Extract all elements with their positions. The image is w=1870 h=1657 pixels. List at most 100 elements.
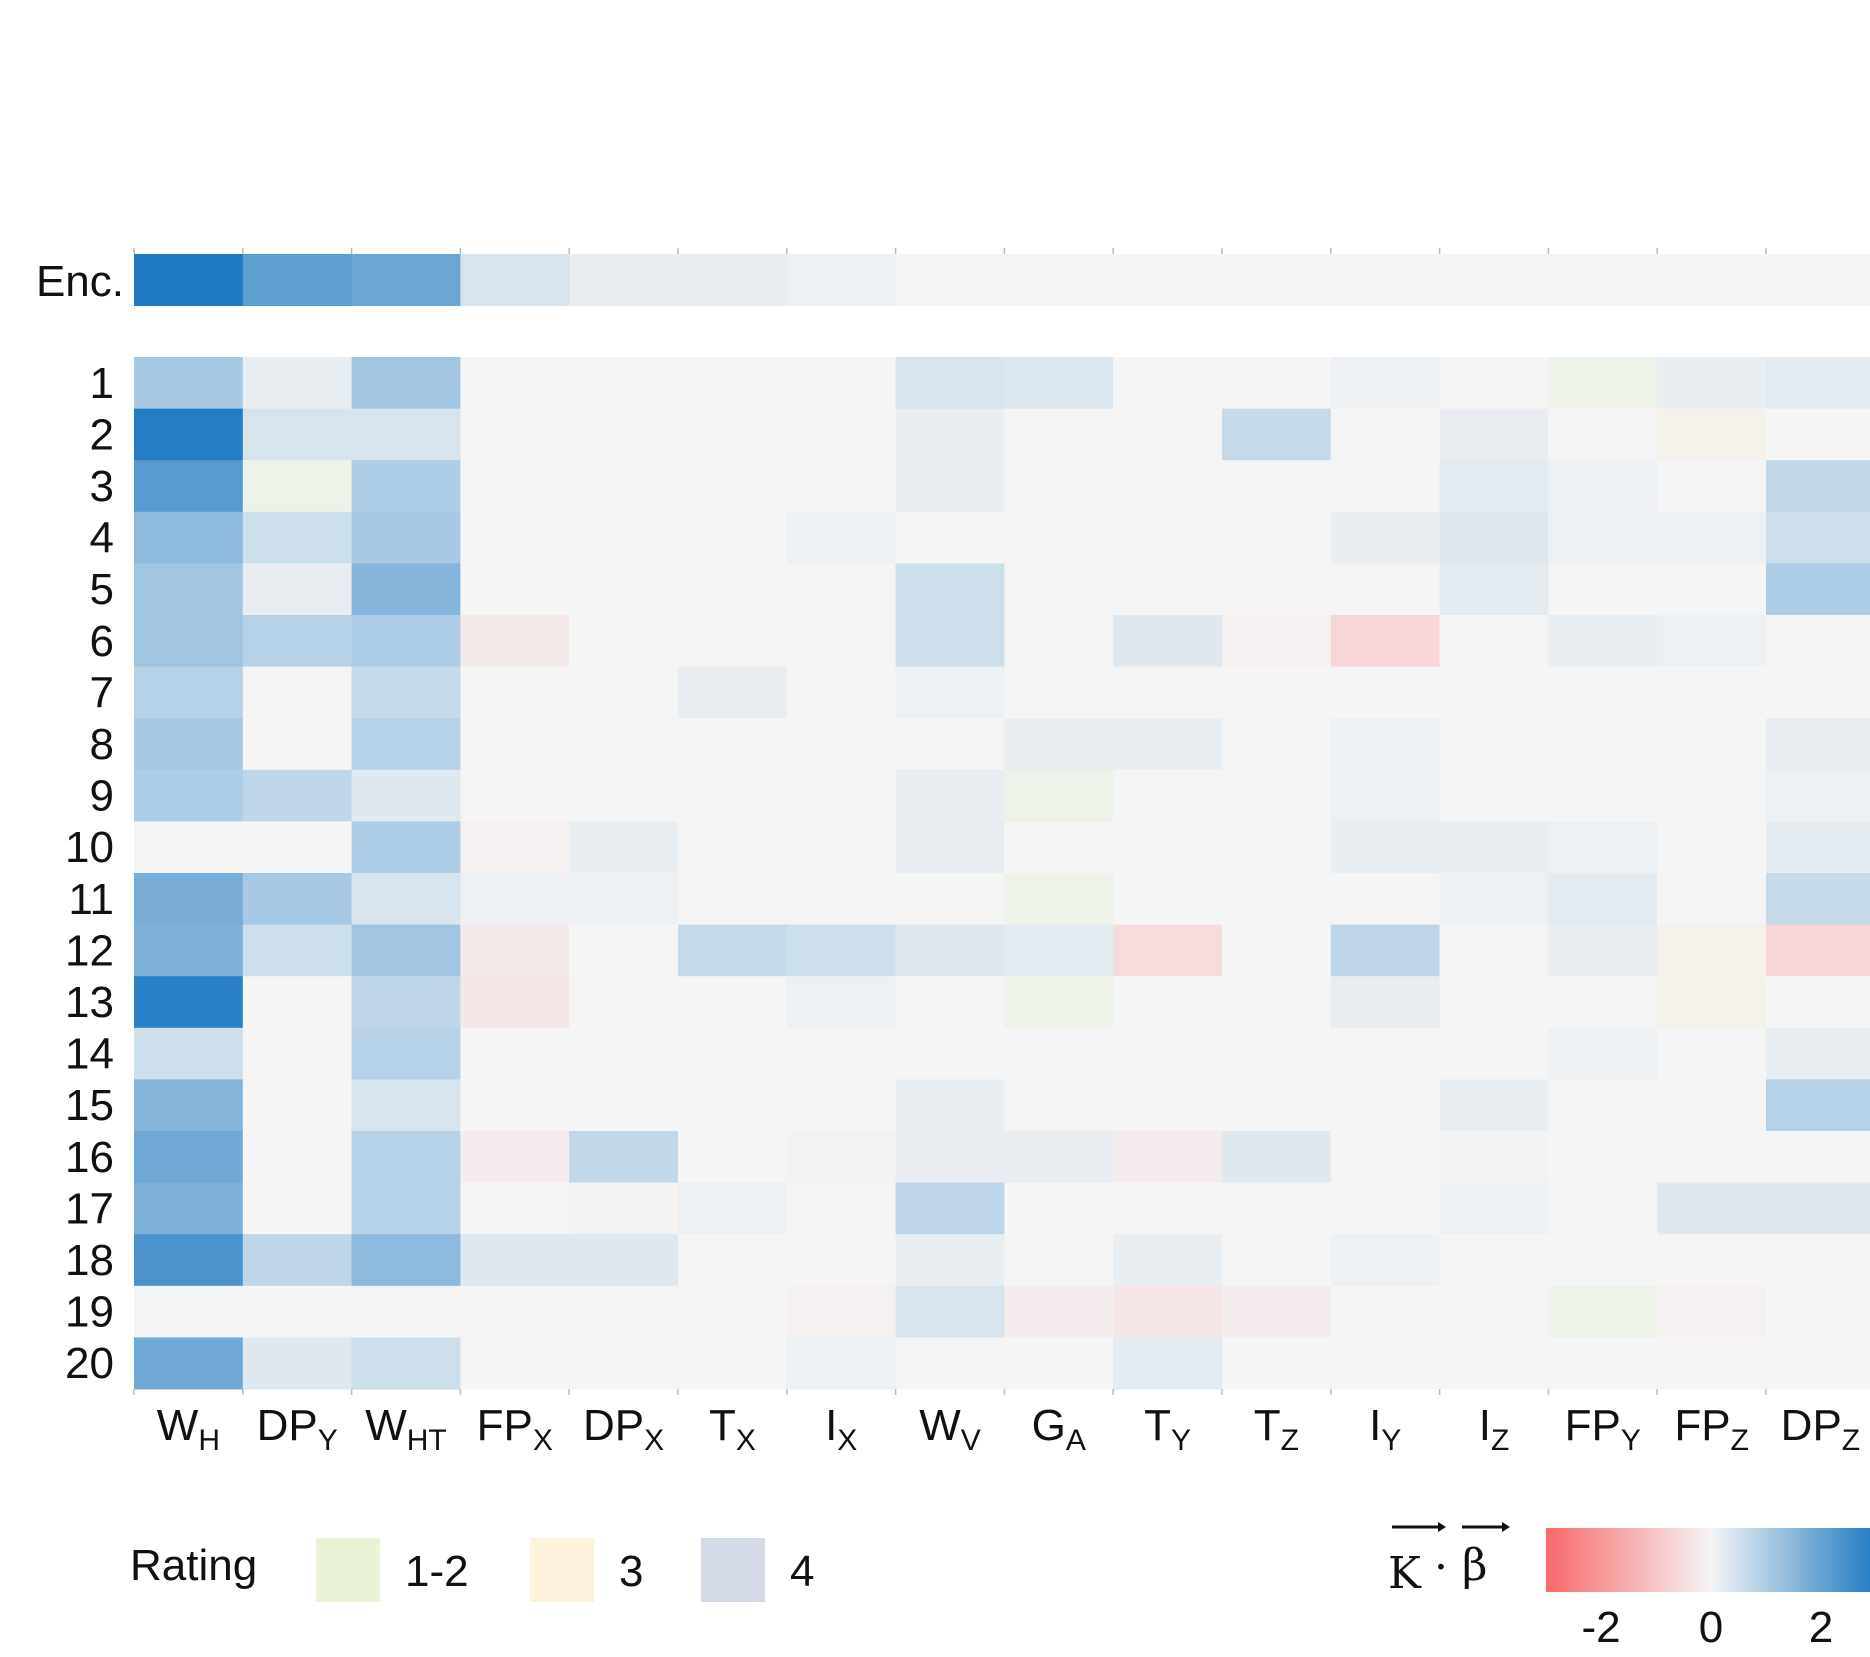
heatmap-cell-r5-DPZ — [1766, 563, 1870, 616]
heatmap-cell-r4-IX — [786, 511, 897, 564]
heatmap-cell-r13-IY — [1330, 976, 1441, 1029]
heatmap-cell-r7-FPZ — [1657, 666, 1767, 719]
heatmap-cell-r20-FPZ — [1657, 1337, 1767, 1390]
heatmap-cell-r1-DPY — [242, 357, 353, 410]
column-label-FPX: FPX — [477, 1401, 553, 1457]
heatmap-cell-r16-WV — [895, 1131, 1005, 1184]
heatmap-cell-r16-WH — [134, 1131, 244, 1184]
heatmap-cell-r3-WHT — [351, 460, 461, 513]
heatmap-cell-r18-DPY — [242, 1234, 353, 1287]
heatmap-cell-r8-TX — [678, 718, 788, 771]
heatmap-cell-r8-WHT — [351, 718, 461, 771]
heatmap-cell-r17-WHT — [351, 1182, 461, 1235]
colorbar-title-beta: β — [1462, 1540, 1487, 1591]
heatmap-cell-r20-WH — [134, 1337, 244, 1390]
heatmap-cell-r13-TZ — [1222, 976, 1332, 1029]
heatmap-cell-r12-DPY — [242, 924, 353, 977]
encoding-cell-WHT — [351, 254, 461, 306]
heatmap-cell-r18-TY — [1113, 1234, 1223, 1287]
heatmap-cell-r14-WHT — [351, 1027, 461, 1080]
heatmap-cell-r3-TZ — [1222, 460, 1332, 513]
heatmap-cell-r20-IX — [786, 1337, 897, 1390]
heatmap-cell-r7-TX — [678, 666, 788, 719]
heatmap-cell-r15-WHT — [351, 1079, 461, 1132]
heatmap-cell-r20-WV — [895, 1337, 1005, 1390]
encoding-cell-TX — [678, 254, 788, 306]
encoding-row-label: Enc. — [36, 257, 124, 306]
column-label-DPY: DPY — [257, 1401, 338, 1457]
heatmap-cell-r11-IY — [1330, 873, 1441, 926]
heatmap-cell-r11-WH — [134, 873, 244, 926]
heatmap-cell-r9-DPY — [242, 769, 353, 822]
rating-label-1-2: 1-2 — [405, 1547, 469, 1596]
heatmap-cell-r6-FPZ — [1657, 615, 1767, 668]
heatmap-cell-r6-WH — [134, 615, 244, 668]
heatmap-cell-r13-TY — [1113, 976, 1223, 1029]
heatmap-cell-r20-IY — [1330, 1337, 1441, 1390]
heatmap-cell-r13-DPY — [242, 976, 353, 1029]
heatmap-cell-r12-IX — [786, 924, 897, 977]
heatmap-cell-r6-WHT — [351, 615, 461, 668]
heatmap-cell-r17-IX — [786, 1182, 897, 1235]
heatmap-cell-r17-DPZ — [1766, 1182, 1870, 1235]
column-label-IY: IY — [1369, 1401, 1401, 1457]
heatmap-cell-r1-TZ — [1222, 357, 1332, 410]
heatmap-cell-r1-TY — [1113, 357, 1223, 410]
heatmap-cell-r16-FPZ — [1657, 1131, 1767, 1184]
heatmap-cell-r13-WV — [895, 976, 1005, 1029]
heatmap-cell-r13-FPZ — [1657, 976, 1767, 1029]
heatmap-cell-r9-GA — [1004, 769, 1114, 822]
heatmap-cell-r17-IY — [1330, 1182, 1441, 1235]
heatmap-cell-r8-TY — [1113, 718, 1223, 771]
heatmap-cell-r1-FPZ — [1657, 357, 1767, 410]
heatmap-cell-r3-TY — [1113, 460, 1223, 513]
heatmap-cell-r3-WV — [895, 460, 1005, 513]
heatmap-cell-r7-FPY — [1548, 666, 1658, 719]
heatmap-cell-r7-DPX — [569, 666, 679, 719]
heatmap-cell-r7-DPZ — [1766, 666, 1870, 719]
column-ticks — [133, 248, 1767, 1395]
heatmap-cell-r15-TZ — [1222, 1079, 1332, 1132]
heatmap-cell-r1-DPX — [569, 357, 679, 410]
heatmap-cell-r6-FPY — [1548, 615, 1658, 668]
row-label-3: 3 — [90, 462, 114, 511]
heatmap-cell-r4-FPZ — [1657, 511, 1767, 564]
heatmap-cell-r19-FPX — [460, 1285, 570, 1338]
heatmap-cell-r15-DPX — [569, 1079, 679, 1132]
heatmap-cell-r10-WV — [895, 821, 1005, 874]
heatmap-cell-r9-IZ — [1439, 769, 1549, 822]
heatmap-cell-r18-IY — [1330, 1234, 1441, 1287]
heatmap-cell-r1-WHT — [351, 357, 461, 410]
heatmap-cell-r3-FPX — [460, 460, 570, 513]
heatmap-cell-r4-WHT — [351, 511, 461, 564]
heatmap-cell-r14-FPX — [460, 1027, 570, 1080]
heatmap-cell-r2-FPX — [460, 408, 570, 461]
heatmap-cell-r10-WHT — [351, 821, 461, 874]
heatmap-cell-r9-FPY — [1548, 769, 1658, 822]
heatmap-cell-r2-IY — [1330, 408, 1441, 461]
heatmap-cell-r9-DPZ — [1766, 769, 1870, 822]
heatmap-cell-r4-WV — [895, 511, 1005, 564]
heatmap-cell-r11-TX — [678, 873, 788, 926]
heatmap-cell-r20-TX — [678, 1337, 788, 1390]
heatmap-cell-r10-FPZ — [1657, 821, 1767, 874]
heatmap-cell-r3-TX — [678, 460, 788, 513]
heatmap-cell-r1-FPY — [1548, 357, 1658, 410]
heatmap-cell-r2-FPZ — [1657, 408, 1767, 461]
heatmap-cell-r18-WV — [895, 1234, 1005, 1287]
heatmap-cell-r15-FPZ — [1657, 1079, 1767, 1132]
encoding-cell-IX — [786, 254, 897, 306]
heatmap-cell-r7-TZ — [1222, 666, 1332, 719]
heatmap-cell-r2-TY — [1113, 408, 1223, 461]
heatmap-cell-r13-IX — [786, 976, 897, 1029]
heatmap-cell-r16-GA — [1004, 1131, 1114, 1184]
heatmap-cell-r5-GA — [1004, 563, 1114, 616]
vector-arrowhead-k — [1438, 1522, 1446, 1532]
heatmap-cell-r20-IZ — [1439, 1337, 1549, 1390]
column-labels: WH DPY WHT FPX DPX TX IX WV GA TY TZ IY IZ FPY FPZ DPZ — [157, 1401, 1860, 1457]
heatmap-cell-r6-DPX — [569, 615, 679, 668]
heatmap-cell-r8-IY — [1330, 718, 1441, 771]
heatmap-cell-r5-WHT — [351, 563, 461, 616]
heatmap-cell-r4-IY — [1330, 511, 1441, 564]
